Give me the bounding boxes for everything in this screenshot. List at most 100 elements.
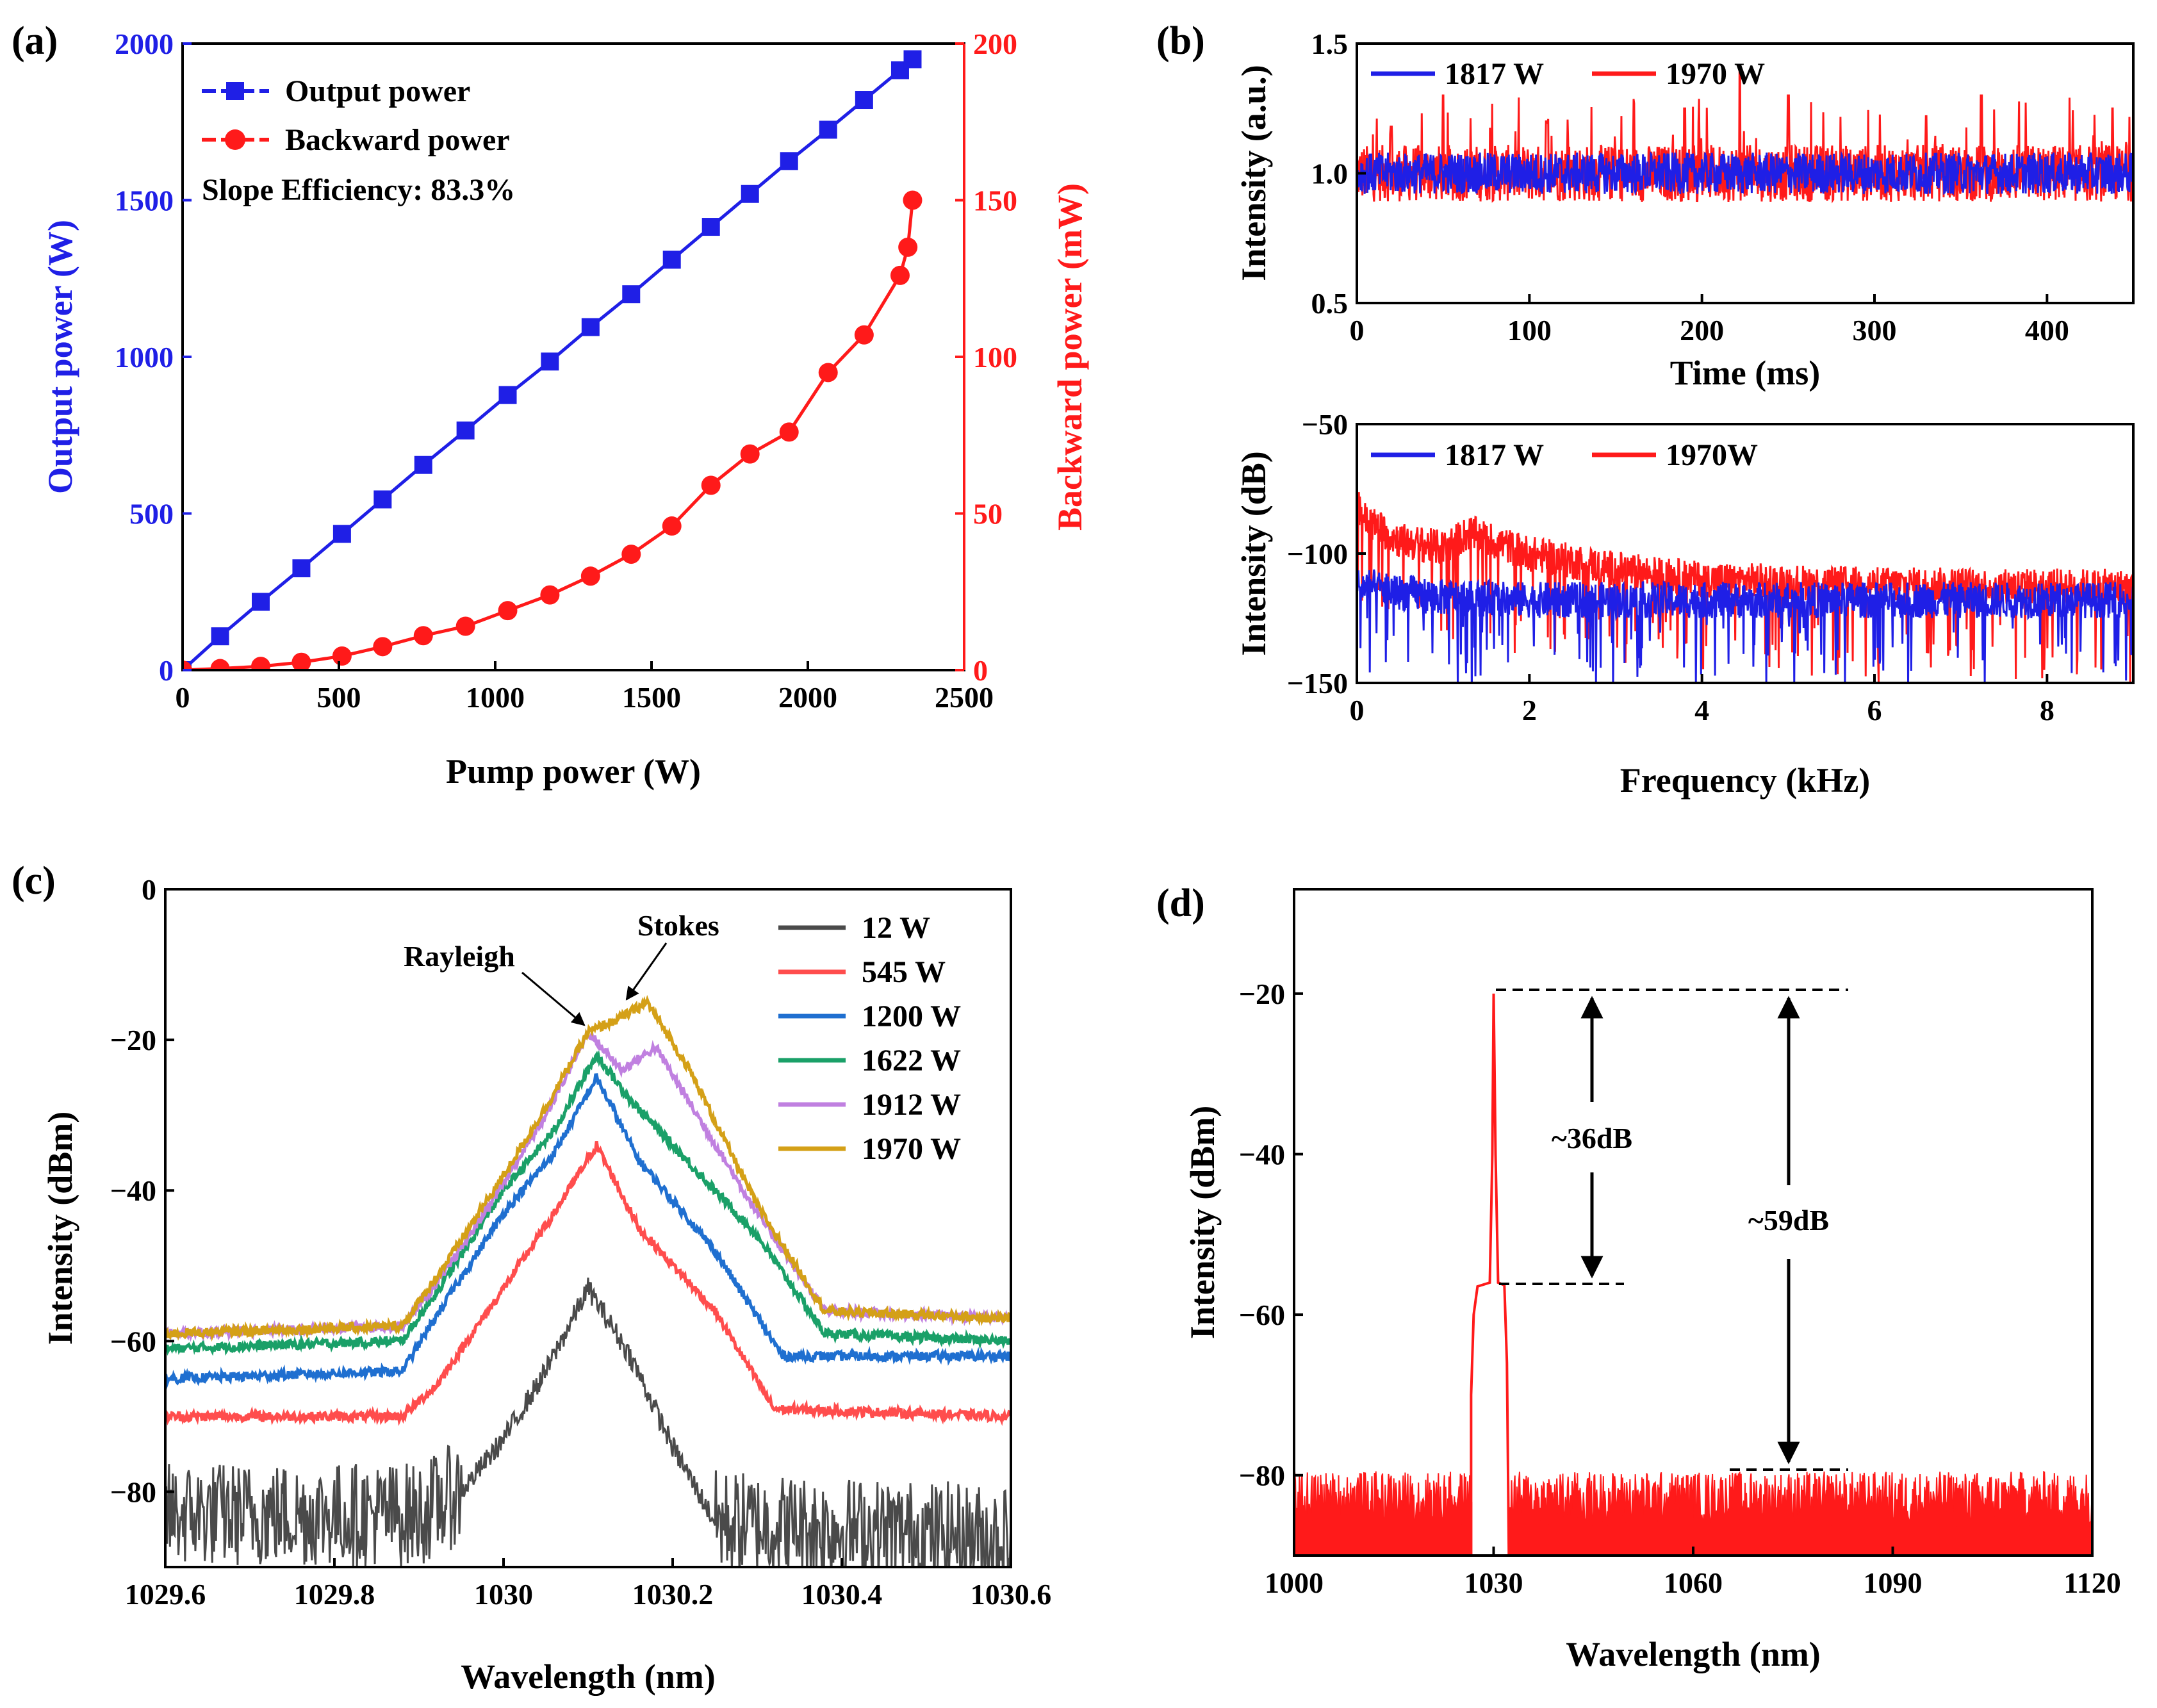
c-xtick-label: 1030.4 — [801, 1578, 883, 1611]
panel-b-top-plot — [1357, 69, 2133, 204]
b-bottom-xtick-label: 6 — [1867, 694, 1882, 727]
backward-power-point — [291, 652, 311, 670]
panel-c-legend: 12 W 545 W 1200 W 1622 W 1912 W 1970 W — [778, 911, 961, 1166]
output-power-point — [252, 593, 270, 611]
slope-efficiency-annotation: Slope Efficiency: 83.3% — [202, 173, 515, 207]
b-bottom-ytick-label: −50 — [1302, 408, 1348, 441]
backward-power-point — [903, 190, 923, 210]
panel-c-annotations: Rayleigh Stokes — [404, 909, 719, 1026]
legend-1970w-bottom: 1970W — [1666, 438, 1758, 472]
panel-a: (a) 0 500 1000 1500 2000 25000500100015002000… — [12, 19, 1089, 791]
b-top-xtick-label: 100 — [1507, 314, 1552, 347]
d-ytick-label: −80 — [1239, 1459, 1285, 1492]
b-top-xtick-label: 300 — [1853, 314, 1897, 347]
spectrum-1622w — [165, 1049, 1011, 1356]
a-right-ytick-label: 100 — [973, 341, 1017, 374]
b-top-xtick-label: 200 — [1680, 314, 1724, 347]
output-power-point — [701, 218, 720, 236]
output-power-point — [780, 152, 798, 170]
backward-power-point — [818, 363, 838, 382]
panel-b-top-xlabel: Time (ms) — [1670, 354, 1820, 392]
panel-b-bottom-ticks: 0 2 4 6 8 −150 −100 −50 — [1287, 408, 2054, 727]
panel-a-label: (a) — [12, 19, 58, 63]
backward-power-point — [890, 265, 910, 285]
d-xtick-label: 1120 — [2063, 1566, 2120, 1599]
panel-a-ticks: 0 500 1000 1500 2000 250005001000150020000501… — [115, 28, 1017, 714]
backward-power-point — [413, 626, 433, 646]
backward-power-point — [621, 545, 641, 564]
panel-a-y2label: Backward power (mW) — [1051, 183, 1089, 530]
label-36db: ~36dB — [1552, 1122, 1632, 1154]
c-ytick-label: 0 — [142, 873, 156, 906]
legend-backward-power: Backward power — [285, 123, 510, 157]
legend-square-marker — [226, 82, 244, 100]
b-bottom-ytick-label: −100 — [1287, 538, 1348, 570]
backward-power-point — [662, 516, 682, 536]
d-xtick-label: 1060 — [1664, 1566, 1723, 1599]
panel-b-top-ticks: 0 100 200 300 400 0.5 1.0 1.5 — [1311, 28, 2069, 347]
output-power-point — [292, 559, 311, 578]
a-ytick-label: 1500 — [115, 185, 174, 217]
a-right-ytick-label: 50 — [973, 498, 1003, 530]
c-xtick-label: 1030.6 — [971, 1578, 1052, 1611]
a-ytick-label: 2000 — [115, 28, 174, 60]
backward-power-point — [898, 237, 918, 257]
c-xtick-label: 1030 — [474, 1578, 533, 1611]
a-xtick-label: 2500 — [935, 681, 994, 714]
noise-floor-left — [1294, 1471, 1473, 1556]
b-top-xtick-label: 400 — [2025, 314, 2069, 347]
output-power-point — [211, 627, 229, 646]
spectrum-12w — [165, 1277, 1011, 1567]
panel-c-plot — [165, 995, 1011, 1567]
panel-b-bottom-ylabel: Intensity (dB) — [1234, 451, 1273, 656]
label-59db: ~59dB — [1748, 1204, 1829, 1236]
d-xtick-label: 1090 — [1864, 1566, 1923, 1599]
d-ytick-label: −60 — [1239, 1299, 1285, 1331]
b-top-ytick-label: 0.5 — [1311, 287, 1349, 320]
d-xtick-label: 1000 — [1265, 1566, 1324, 1599]
stokes-arrow — [625, 942, 668, 1001]
backward-power-point — [701, 475, 721, 495]
output-power-point — [855, 91, 873, 110]
output-power-point — [456, 421, 475, 439]
stokes-label: Stokes — [637, 909, 719, 942]
panel-c-xlabel: Wavelength (nm) — [461, 1657, 716, 1696]
panel-b-top-ylabel: Intensity (a.u.) — [1234, 65, 1273, 281]
b-bottom-xtick-label: 8 — [2040, 694, 2054, 727]
b-bottom-xtick-label: 4 — [1694, 694, 1709, 727]
output-power-point — [373, 490, 392, 509]
panel-c-ylabel: Intensity (dBm) — [41, 1112, 79, 1345]
b-bottom-ytick-label: −150 — [1287, 667, 1348, 700]
panel-c-frame — [164, 888, 1012, 1568]
output-power-point — [819, 120, 837, 139]
output-power-point — [622, 285, 641, 304]
panel-a-legend: Output power Backward power Slope Effici… — [202, 74, 515, 207]
output-power-point — [498, 386, 517, 404]
c-ytick-label: −80 — [110, 1475, 156, 1508]
output-power-point — [581, 318, 600, 336]
panel-b-bottom-plot — [1357, 492, 2133, 683]
panel-d-ylabel: Intensity (dBm) — [1183, 1106, 1222, 1340]
rayleigh-arrow — [521, 971, 586, 1026]
backward-power-point — [498, 601, 518, 621]
spectrum-545w — [165, 1141, 1011, 1426]
output-power-point — [741, 185, 759, 203]
legend-entry: 545 W — [862, 955, 946, 989]
rayleigh-label: Rayleigh — [404, 940, 515, 973]
spectrum-1970w — [165, 995, 1011, 1342]
backward-power-point — [251, 657, 270, 670]
backward-power-point — [332, 646, 352, 666]
noise-floor-right — [1509, 1470, 2092, 1556]
c-ytick-label: −60 — [110, 1325, 156, 1358]
backward-power-point — [373, 637, 393, 657]
a-ytick-label: 0 — [159, 654, 174, 687]
trace-1817w-time — [1357, 151, 2133, 196]
panel-a-plot — [183, 50, 923, 670]
legend-1970w-top: 1970 W — [1666, 57, 1765, 91]
b-top-xtick-label: 0 — [1350, 314, 1365, 347]
trace-1817w-spectrum — [1357, 569, 2133, 683]
panel-c-label: (c) — [12, 859, 56, 903]
a-xtick-label: 1500 — [622, 681, 681, 714]
panel-d-annotations: ~36dB ~59dB — [1496, 989, 1848, 1471]
legend-1817w-bottom: 1817 W — [1445, 438, 1544, 472]
